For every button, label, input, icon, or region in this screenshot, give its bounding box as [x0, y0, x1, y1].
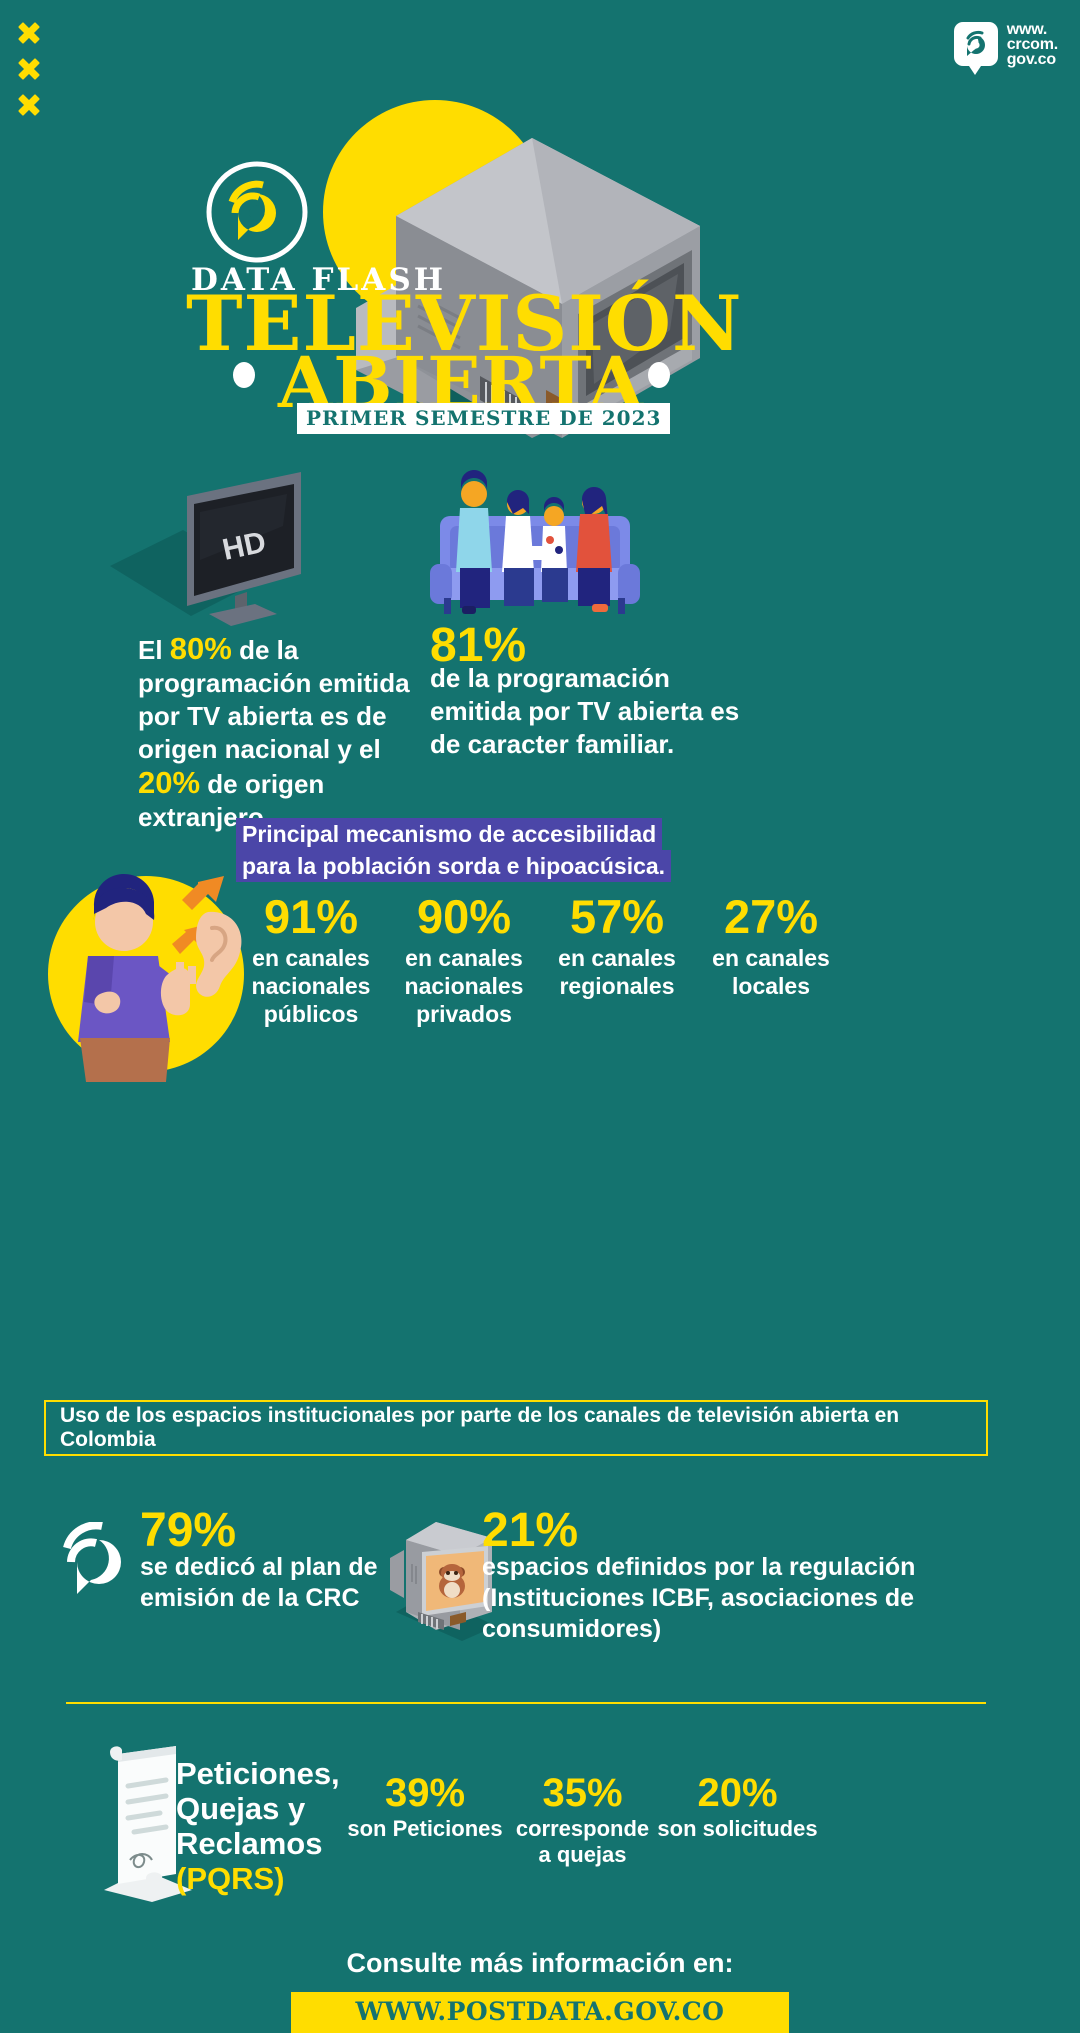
logo-url: www. crcom. gov.co — [1006, 21, 1058, 68]
stat-label: en canales nacionales públicos — [251, 945, 371, 1027]
footer-prompt: Consulte más información en: — [346, 1948, 734, 1978]
pqrs-title: Peticiones, Quejas y Reclamos (PQRS) — [176, 1756, 366, 1896]
stat-label: son Peticiones — [347, 1816, 503, 1841]
title-dot-left — [233, 362, 255, 388]
regulation-stat-value: 21% — [482, 1504, 579, 1557]
accessibility-banner: Principal mecanismo de accesibilidad par… — [236, 818, 702, 882]
hd-television-icon: HD — [105, 468, 355, 633]
stat-value: 20% — [697, 1771, 778, 1815]
stat-value: 27% — [723, 890, 819, 943]
institutional-heading-text: Uso de los espacios institucionales por … — [60, 1404, 900, 1451]
pin-tail — [966, 63, 983, 75]
family-stat-value: 81% — [430, 619, 527, 672]
stat-value: 39% — [384, 1771, 466, 1815]
stat-item: 57% en canales regionales — [542, 890, 692, 1028]
origin-stat-text: El 80% de la programación emitida por TV… — [138, 631, 410, 832]
stat-value: 90% — [416, 890, 512, 943]
crc-stat-label: se dedicó al plan de emisión de la CRC — [140, 1553, 378, 1612]
crc-logo-icon — [62, 1521, 136, 1613]
stat-value: 57% — [569, 890, 665, 943]
cross-icon — [18, 58, 40, 80]
cross-icon — [18, 94, 40, 116]
page-title-line1: TELEVISIÓN — [186, 279, 743, 368]
crc-pin-icon — [953, 22, 998, 75]
pqrs-title-highlight: (PQRS) — [176, 1861, 285, 1896]
corner-decoration — [18, 22, 58, 130]
crc-logo[interactable]: www. crcom. gov.co — [953, 21, 1058, 75]
stat-label: en canales locales — [712, 945, 830, 999]
footer-url[interactable]: WWW.POSTDATA.GOV.CO — [291, 1992, 789, 2033]
pqrs-stats-row: 39% son Peticiones 35% corresponde a que… — [340, 1770, 1060, 1868]
stat-item: 35% corresponde a quejas — [510, 1770, 655, 1868]
regulation-stat-label: espacios definidos por la regulación (In… — [482, 1553, 916, 1643]
stat-item: 20% son solicitudes — [655, 1770, 820, 1868]
stat-label: son solicitudes — [657, 1816, 818, 1841]
title-dot-right — [648, 362, 670, 388]
pqrs-title-plain: Peticiones, Quejas y Reclamos — [176, 1756, 340, 1861]
crc-stat-value: 79% — [140, 1504, 237, 1557]
accessibility-banner-text: Principal mecanismo de accesibilidad par… — [236, 818, 672, 882]
cross-icon — [18, 22, 40, 44]
family-on-sofa-icon — [430, 468, 640, 633]
stat-item: 91% en canales nacionales públicos — [236, 890, 386, 1028]
stat-item: 39% son Peticiones — [340, 1770, 510, 1868]
institutional-heading-box: Uso de los espacios institucionales por … — [44, 1400, 988, 1456]
stat-label: en canales regionales — [558, 945, 676, 999]
kicker-data-flash: DATA FLASH — [191, 262, 446, 298]
scroll-document-icon — [100, 1742, 196, 1907]
stat-value: 91% — [263, 890, 359, 943]
period-badge: PRIMER SEMESTRE DE 2023 — [297, 403, 671, 434]
stat-label: corresponde a quejas — [515, 1816, 650, 1867]
crc-circle-logo — [205, 160, 309, 269]
deaf-person-ear-icon — [58, 866, 248, 1087]
stat-item: 27% en canales locales — [696, 890, 846, 1028]
retro-tv-icon — [388, 1516, 500, 1646]
accessibility-stats-row: 91% en canales nacionales públicos 90% e… — [236, 890, 1046, 1028]
stat-value: 35% — [542, 1771, 623, 1815]
family-stat-label: de la programación emitida por TV abiert… — [430, 663, 740, 759]
vintage-tv-illustration — [300, 108, 720, 443]
stat-item: 90% en canales nacionales privados — [390, 890, 538, 1028]
section-divider — [66, 1702, 986, 1704]
stat-label: en canales nacionales privados — [404, 945, 524, 1027]
